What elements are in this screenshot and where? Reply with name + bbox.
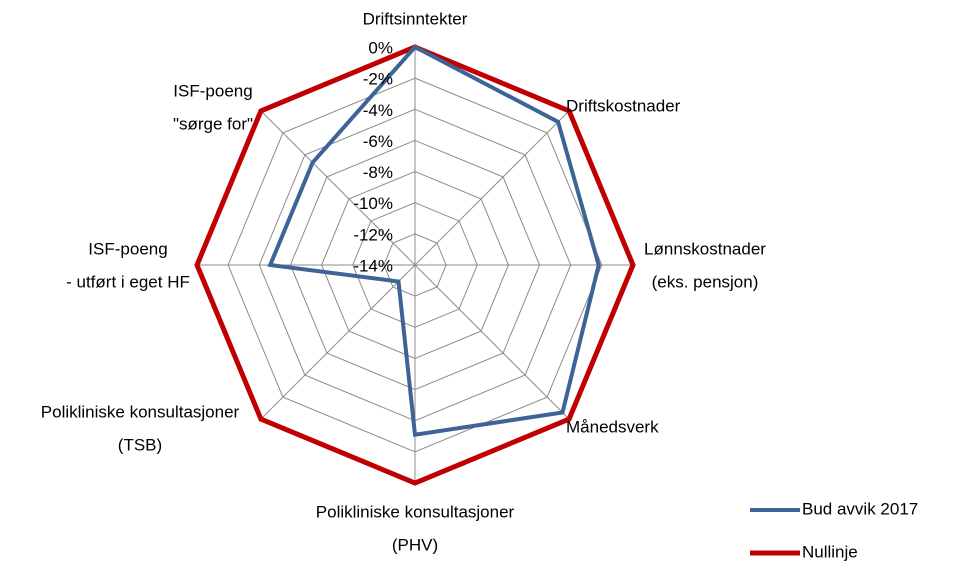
- legend-label: Bud avvik 2017: [802, 499, 918, 518]
- category-label: ISF-poeng: [88, 239, 167, 258]
- category-label: Polikliniske konsultasjoner: [316, 502, 515, 521]
- category-label: ISF-poeng: [173, 81, 252, 100]
- series-line: [194, 44, 636, 486]
- r-tick-label: -6%: [363, 132, 393, 151]
- category-label: (TSB): [118, 435, 162, 454]
- r-tick-label: -12%: [353, 225, 393, 244]
- spoke: [260, 264, 416, 420]
- spoke: [414, 264, 570, 420]
- category-label: (eks. pensjon): [652, 272, 759, 291]
- spoke: [260, 110, 416, 266]
- r-tick-label: -2%: [363, 70, 393, 89]
- category-label: (PHV): [392, 535, 438, 554]
- category-label: Lønnskostnader: [644, 239, 766, 258]
- series-line: [267, 44, 601, 437]
- category-label: Driftskostnader: [566, 96, 681, 115]
- legend-label: Nullinje: [802, 542, 858, 561]
- category-label: "sørge for": [173, 114, 253, 133]
- r-tick-label: -10%: [353, 194, 393, 213]
- r-tick-label: -14%: [353, 256, 393, 275]
- r-tick-label: -8%: [363, 163, 393, 182]
- r-tick-label: -4%: [363, 101, 393, 120]
- r-tick-label: 0%: [368, 38, 393, 57]
- category-label: Driftsinntekter: [363, 9, 468, 28]
- category-label: Månedsverk: [566, 417, 659, 436]
- category-label: Polikliniske konsultasjoner: [41, 402, 240, 421]
- spoke: [414, 110, 570, 266]
- category-label: - utført i eget HF: [66, 272, 190, 291]
